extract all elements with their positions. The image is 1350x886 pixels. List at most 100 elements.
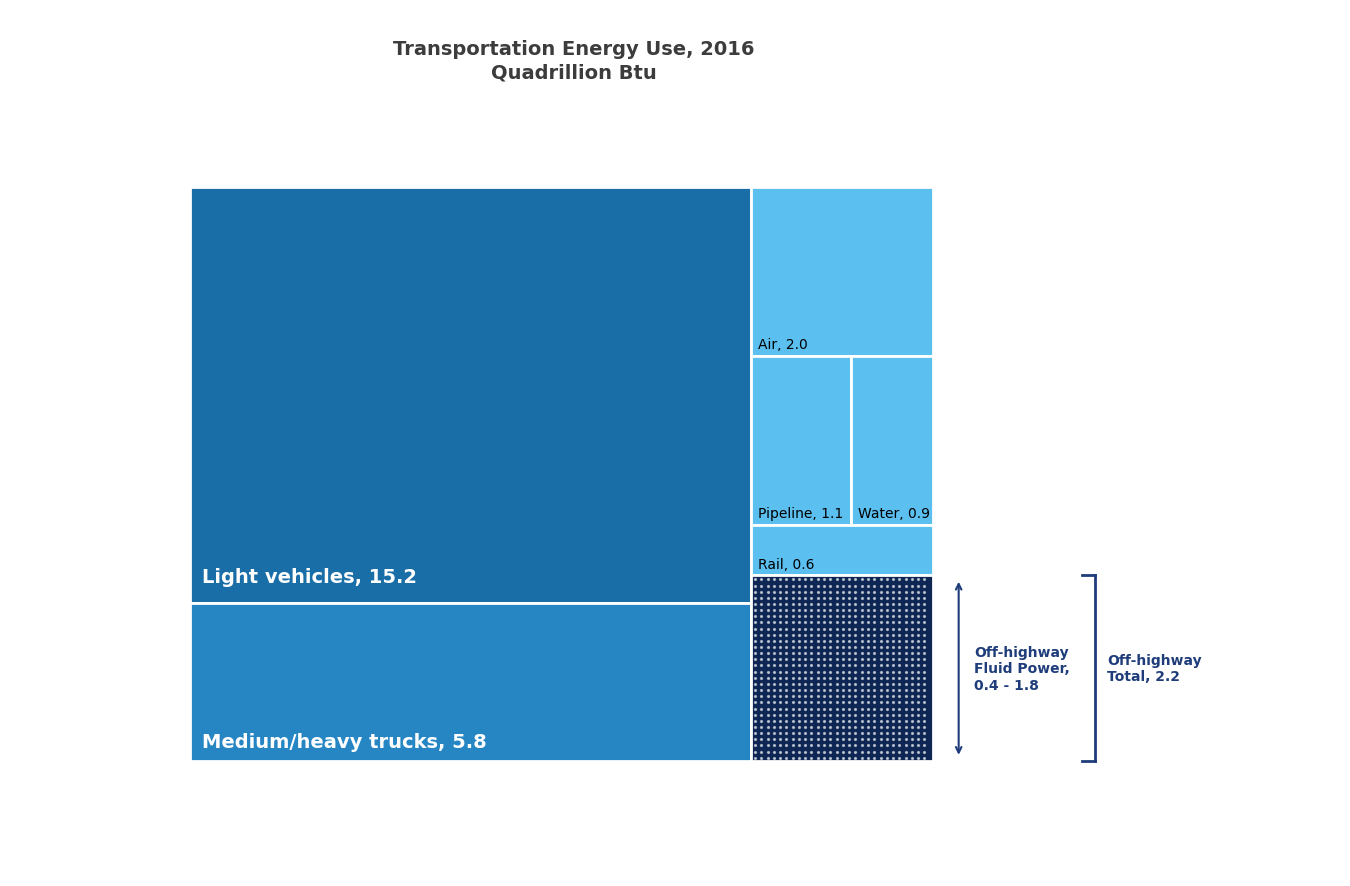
Point: [888, 702, 910, 716]
Point: [826, 696, 848, 710]
Point: [807, 738, 829, 752]
Point: [794, 664, 815, 679]
Point: [751, 585, 772, 599]
Point: [902, 591, 923, 605]
Point: [801, 634, 822, 649]
Point: [845, 579, 867, 593]
Point: [857, 641, 879, 655]
Point: [895, 591, 917, 605]
Point: [769, 597, 791, 611]
Point: [914, 689, 936, 703]
Point: [757, 628, 779, 642]
Point: [813, 597, 834, 611]
Point: [788, 597, 810, 611]
Point: [902, 744, 923, 758]
Point: [819, 579, 841, 593]
Point: [876, 738, 898, 752]
Point: [782, 683, 803, 697]
Point: [744, 591, 765, 605]
Point: [801, 622, 822, 636]
Point: [776, 622, 798, 636]
Point: [788, 727, 810, 741]
Point: [776, 696, 798, 710]
Point: [782, 677, 803, 691]
Point: [751, 738, 772, 752]
Point: [902, 585, 923, 599]
Point: [744, 585, 765, 599]
Point: [902, 720, 923, 734]
Point: [902, 696, 923, 710]
Point: [807, 579, 829, 593]
Point: [838, 572, 860, 587]
Point: [869, 689, 891, 703]
Point: [832, 714, 853, 728]
Point: [763, 714, 784, 728]
Point: [807, 727, 829, 741]
Point: [794, 622, 815, 636]
Point: [819, 708, 841, 722]
Point: [819, 610, 841, 624]
Point: [869, 603, 891, 618]
Point: [869, 677, 891, 691]
Point: [769, 750, 791, 765]
Point: [888, 714, 910, 728]
Point: [876, 720, 898, 734]
Point: [813, 622, 834, 636]
Point: [807, 652, 829, 666]
Point: [914, 677, 936, 691]
Point: [763, 652, 784, 666]
Point: [751, 597, 772, 611]
Point: [838, 702, 860, 716]
Point: [757, 641, 779, 655]
Point: [907, 696, 929, 710]
Bar: [850, 357, 933, 525]
Point: [819, 677, 841, 691]
Point: [864, 677, 886, 691]
Point: [813, 652, 834, 666]
Point: [769, 714, 791, 728]
Point: [895, 652, 917, 666]
Point: [845, 572, 867, 587]
Point: [788, 585, 810, 599]
Point: [757, 727, 779, 741]
Point: [751, 628, 772, 642]
Point: [864, 664, 886, 679]
Point: [782, 658, 803, 672]
Point: [807, 641, 829, 655]
Point: [757, 597, 779, 611]
Point: [902, 708, 923, 722]
Point: [869, 579, 891, 593]
Point: [888, 671, 910, 685]
Point: [751, 714, 772, 728]
Point: [826, 603, 848, 618]
Point: [788, 603, 810, 618]
Point: [826, 750, 848, 765]
Point: [794, 610, 815, 624]
Point: [813, 727, 834, 741]
Point: [782, 597, 803, 611]
Point: [776, 738, 798, 752]
Point: [902, 641, 923, 655]
Point: [819, 634, 841, 649]
Point: [838, 714, 860, 728]
Point: [782, 603, 803, 618]
Point: [794, 647, 815, 661]
Point: [794, 658, 815, 672]
Point: [801, 702, 822, 716]
Point: [819, 683, 841, 697]
Point: [850, 628, 872, 642]
Point: [914, 634, 936, 649]
Point: [794, 696, 815, 710]
Point: [751, 720, 772, 734]
Point: [914, 622, 936, 636]
Point: [807, 616, 829, 630]
Point: [869, 658, 891, 672]
Point: [826, 647, 848, 661]
Point: [914, 572, 936, 587]
Point: [782, 727, 803, 741]
Point: [794, 727, 815, 741]
Point: [794, 585, 815, 599]
Point: [902, 677, 923, 691]
Point: [769, 579, 791, 593]
Point: [857, 744, 879, 758]
